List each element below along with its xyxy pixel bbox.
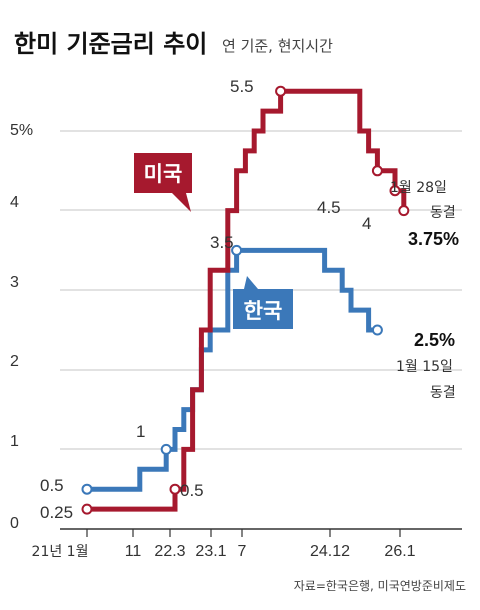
y-tick-2: 2 [10, 353, 19, 370]
badge-us-box [134, 153, 192, 193]
x-tick-labels: 21년 1월 11 22.3 23.1 7 24.12 26.1 [32, 543, 416, 560]
badge-korea-box [233, 289, 293, 329]
marker-us [398, 205, 410, 217]
marker-us [371, 165, 383, 177]
badge-us: 미국 [134, 153, 192, 212]
note-us-date: 1월 28일 [390, 180, 447, 196]
marker-us [81, 503, 93, 515]
label-us-first: 0.5 [180, 481, 204, 500]
x-tick-label: 11 [125, 543, 142, 560]
y-tick-4: 4 [10, 194, 19, 211]
badge-korea: 한국 [233, 276, 293, 329]
series-markers [81, 85, 410, 515]
label-us-final: 3.75% [408, 229, 459, 249]
marker-korea [160, 443, 172, 455]
source-note: 자료=한국은행, 미국연방준비제도 [294, 578, 466, 593]
badge-us-label: 미국 [144, 162, 183, 186]
x-ticks [86, 529, 401, 537]
x-tick-label: 21년 1월 [32, 544, 89, 560]
label-kr-final: 2.5% [414, 330, 455, 350]
x-tick-label: 26.1 [384, 543, 415, 560]
note-us-hold: 동결 [430, 205, 456, 221]
chart-title: 한미 기준금리 추이 [14, 30, 207, 58]
marker-korea [231, 244, 243, 256]
series-line-us [87, 88, 407, 512]
x-tick-label: 7 [238, 543, 247, 560]
y-tick-3: 3 [10, 274, 19, 291]
label-us-start: 0.25 [40, 503, 73, 522]
badge-korea-pointer [244, 276, 258, 289]
note-kr-hold: 동결 [430, 385, 456, 401]
marker-us [389, 185, 401, 197]
y-tick-labels: 0 1 2 3 4 5% [10, 122, 33, 532]
marker-korea [81, 483, 93, 495]
badge-korea-label: 한국 [244, 299, 283, 323]
label-us-mid: 4.5 [317, 198, 341, 217]
x-tick-label: 22.3 [154, 543, 185, 560]
chart-subtitle: 연 기준, 현지시간 [222, 37, 333, 55]
badge-us-pointer [172, 193, 191, 212]
label-us-four: 4 [362, 214, 371, 233]
note-kr-date: 1월 15일 [396, 359, 453, 375]
x-tick-label: 23.1 [195, 543, 226, 560]
marker-us [169, 483, 181, 495]
x-tick-label: 24.12 [310, 543, 350, 560]
marker-korea [371, 324, 383, 336]
y-tick-1: 1 [10, 433, 19, 450]
y-tick-0: 0 [10, 515, 19, 532]
label-kr-peak: 3.5 [210, 233, 234, 252]
marker-us [275, 85, 287, 97]
y-tick-5: 5% [10, 122, 33, 139]
label-kr-start: 0.5 [40, 476, 64, 495]
value-labels: 0.5 0.25 1 0.5 3.5 5.5 4.5 4 3.75% 2.5% … [40, 77, 459, 522]
label-kr-first: 1 [136, 422, 145, 441]
label-us-peak: 5.5 [230, 77, 254, 96]
